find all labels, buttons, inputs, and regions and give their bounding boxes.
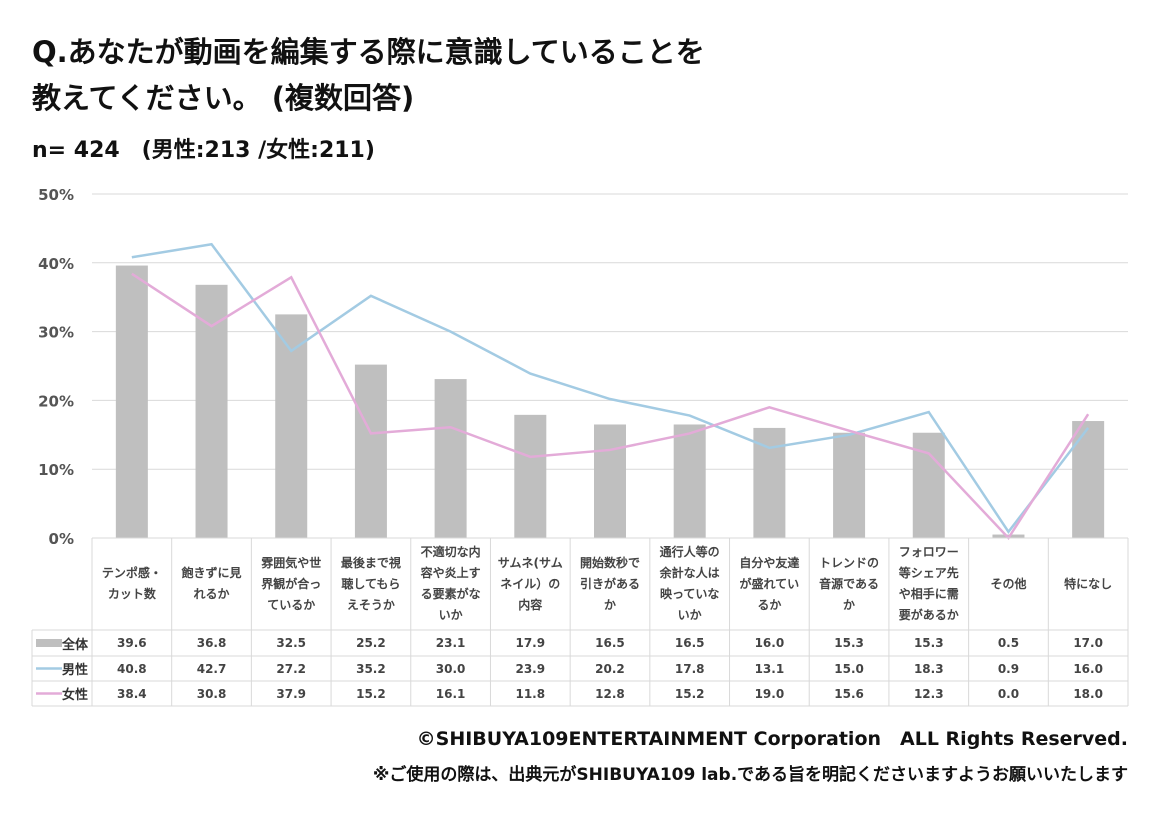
table-value: 15.2 (356, 686, 386, 701)
category-header: その他 (969, 538, 1049, 630)
category-header: 開始数秒で引きがあるか (570, 538, 650, 630)
category-label: サムネ(サムネイル）の内容 (497, 555, 563, 612)
table-value: 19.0 (754, 686, 785, 701)
table-value: 30.8 (196, 686, 227, 701)
table-value: 35.2 (356, 661, 386, 676)
category-label: 飽きずに見れるか (181, 566, 242, 601)
line-female (131, 272, 1090, 541)
table-value: 20.2 (595, 661, 625, 676)
table-value: 16.5 (674, 636, 705, 650)
table-value: 27.2 (276, 661, 307, 676)
bar-total (1072, 421, 1105, 538)
category-label: その他 (990, 576, 1027, 591)
bar-total (354, 364, 387, 538)
table-value: 18.3 (913, 661, 944, 676)
category-label: 雰囲気や世界観が合っているか (261, 555, 322, 612)
line-male (131, 242, 1090, 534)
legend-label: 男性 (62, 663, 89, 678)
y-tick-label: 20% (38, 392, 74, 410)
table-value: 16.5 (595, 636, 625, 650)
table-value: 42.7 (196, 661, 227, 676)
table-value: 36.8 (196, 636, 227, 650)
category-label: 不適切な内容や炎上する要素がないか (420, 545, 481, 622)
table-value: 12.3 (913, 686, 944, 701)
category-header: サムネ(サムネイル）の内容 (490, 538, 570, 630)
category-label: フォロワー等シェア先や相手に需要があるか (898, 545, 959, 622)
copyright: ©SHIBUYA109ENTERTAINMENT Corporation ALL… (416, 728, 1128, 750)
table-value: 15.6 (834, 686, 864, 701)
table-value: 23.1 (435, 636, 466, 650)
legend-swatch-total (36, 639, 62, 647)
bar-total (275, 314, 308, 538)
table-value: 16.0 (754, 636, 785, 650)
table-value: 17.9 (515, 636, 546, 650)
table-value: 0.5 (997, 636, 1020, 650)
legend-label: 女性 (62, 688, 89, 703)
table-value: 37.9 (276, 686, 307, 701)
table-value: 0.9 (997, 661, 1020, 676)
table-value: 23.9 (515, 661, 546, 676)
category-label: 通行人等の余計な人は映っていないか (659, 545, 720, 622)
table-value: 16.0 (1073, 661, 1103, 676)
category-header: 不適切な内容や炎上する要素がないか (411, 538, 491, 630)
category-header: 特になし (1048, 538, 1128, 630)
table-value: 30.0 (435, 661, 466, 676)
table-value: 32.5 (276, 636, 307, 650)
table-value: 17.8 (674, 661, 705, 676)
table-value: 15.2 (674, 686, 705, 701)
bar-total (912, 432, 945, 538)
table-value: 25.2 (356, 636, 386, 650)
table-value: 17.0 (1073, 636, 1103, 650)
category-header: 最後まで視聴してもらえそうか (331, 538, 411, 630)
legend-label: 全体 (62, 637, 89, 653)
category-header: トレンドの音源であるか (809, 538, 889, 630)
category-header: 雰囲気や世界観が合っているか (251, 538, 331, 630)
table-value: 12.8 (595, 686, 625, 701)
chart-title-line2: 教えてください。 (複数回答) (32, 81, 415, 115)
bar-total (195, 284, 228, 538)
table-value: 38.4 (117, 686, 147, 701)
category-header: 飽きずに見れるか (172, 538, 252, 630)
category-label: 開始数秒で引きがあるか (579, 555, 640, 612)
category-label: 自分や友達が盛れているか (739, 555, 800, 612)
table-value: 15.3 (834, 636, 864, 650)
table-value: 39.6 (117, 636, 147, 650)
bar-total (673, 424, 706, 538)
category-header: フォロワー等シェア先や相手に需要があるか (889, 538, 969, 630)
y-tick-label: 30% (38, 324, 74, 342)
table-value: 15.3 (913, 636, 944, 650)
bar-total (514, 414, 547, 538)
bar-total (434, 379, 467, 538)
table-value: 16.1 (435, 686, 466, 701)
bar-total (115, 265, 148, 538)
category-label: テンポ感・カット数 (101, 566, 162, 601)
category-label: 特になし (1064, 576, 1113, 591)
y-tick-label: 50% (38, 186, 74, 204)
category-header: 通行人等の余計な人は映っていないか (650, 538, 730, 630)
table-value: 40.8 (117, 661, 147, 676)
sample-size: n= 424 (男性:213 /女性:211) (32, 138, 375, 163)
usage-note: ※ご使用の際は、出典元がSHIBUYA109 lab.である旨を明記くださいます… (372, 765, 1128, 785)
chart-title-line1: Q.あなたが動画を編集する際に意識していることを (32, 35, 705, 69)
y-tick-label: 40% (38, 255, 74, 273)
category-header: テンポ感・カット数 (92, 538, 172, 630)
category-label: 最後まで視聴してもらえそうか (340, 555, 401, 612)
table-value: 18.0 (1073, 686, 1103, 701)
table-value: 11.8 (515, 686, 546, 701)
y-tick-label: 10% (38, 461, 74, 479)
bar-total (833, 432, 866, 538)
category-label: トレンドの音源であるか (819, 555, 880, 612)
y-tick-label: 0% (49, 530, 74, 548)
table-value: 0.0 (997, 686, 1020, 701)
table-value: 15.0 (834, 661, 864, 676)
table-value: 13.1 (754, 661, 785, 676)
bar-total (594, 424, 626, 538)
category-header: 自分や友達が盛れているか (730, 538, 810, 630)
